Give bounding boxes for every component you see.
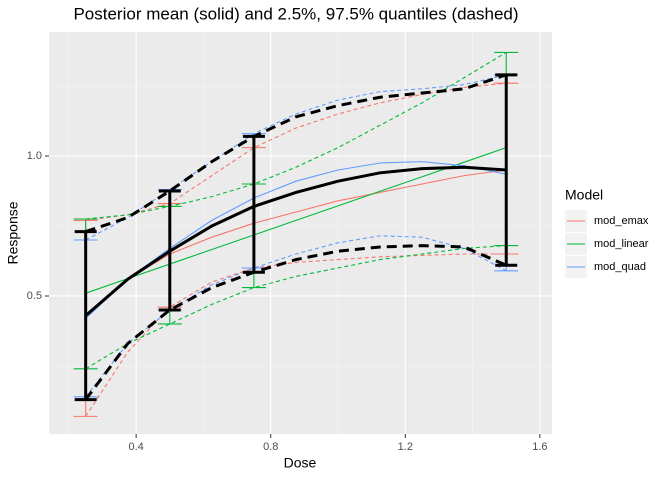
x-tick-label: 0.4 (128, 441, 143, 453)
series-upper-line (85, 51, 507, 220)
series-mean-line (85, 147, 507, 294)
series-lower-line (85, 245, 507, 370)
series-lower-line (85, 235, 507, 398)
x-axis-title: Dose (284, 455, 317, 471)
x-tick-label: 0.8 (263, 441, 278, 453)
x-tick-label: 1.6 (532, 441, 547, 453)
x-tick-label: 1.2 (398, 441, 413, 453)
y-tick-label: 1.0 (27, 150, 42, 162)
legend-title: Model (565, 187, 603, 203)
marks (73, 51, 519, 417)
legend-label: mod_emax (594, 215, 649, 227)
series-upper-line (85, 74, 507, 241)
legend-label: mod_linear (594, 238, 649, 250)
legend: Model mod_emax mod_linear mod_quad (565, 187, 649, 278)
y-axis-title: Response (5, 201, 21, 264)
chart-title: Posterior mean (solid) and 2.5%, 97.5% q… (73, 4, 518, 23)
series-upper-line (85, 82, 507, 221)
plot-panel (49, 32, 552, 434)
series-mean-line (85, 169, 507, 316)
legend-label: mod_quad (594, 261, 646, 273)
grid (49, 32, 552, 434)
series-upper-line (85, 73, 507, 234)
series-lower-line (85, 253, 507, 417)
series-mean-line (84, 165, 507, 317)
series-mean-line (85, 161, 507, 319)
series-lower-line (84, 244, 507, 401)
y-tick-label: 0.5 (27, 290, 42, 302)
